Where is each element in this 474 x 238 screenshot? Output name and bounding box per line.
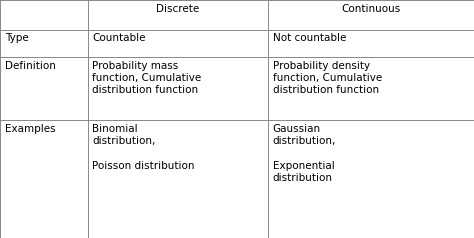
Text: Probability density
function, Cumulative
distribution function: Probability density function, Cumulative… (273, 61, 382, 95)
Text: Countable: Countable (92, 33, 146, 43)
Text: Type: Type (5, 33, 28, 43)
Text: Definition: Definition (5, 61, 55, 71)
Text: Continuous: Continuous (341, 4, 401, 14)
Text: Examples: Examples (5, 124, 55, 134)
Text: Binomial
distribution,

Poisson distribution: Binomial distribution, Poisson distribut… (92, 124, 195, 171)
Text: Probability mass
function, Cumulative
distribution function: Probability mass function, Cumulative di… (92, 61, 201, 95)
Text: Not countable: Not countable (273, 33, 346, 43)
Text: Discrete: Discrete (156, 4, 200, 14)
Text: Gaussian
distribution,

Exponential
distribution: Gaussian distribution, Exponential distr… (273, 124, 336, 183)
